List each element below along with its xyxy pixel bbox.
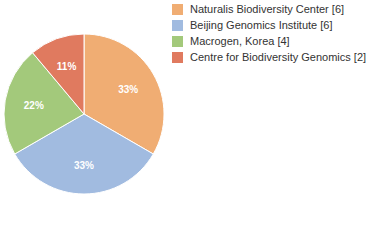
pie-area: 33% 33% 22% 11% (0, 0, 172, 240)
pie-slice (4, 53, 84, 154)
legend-label: Naturalis Biodiversity Center [6] (190, 3, 344, 15)
legend-label: Centre for Biodiversity Genomics [2] (190, 51, 366, 63)
legend-item: Centre for Biodiversity Genomics [2] (172, 51, 376, 64)
legend-label: Macrogen, Korea [4] (190, 35, 290, 47)
data-label: 11% (57, 61, 77, 72)
legend-swatch (172, 20, 183, 31)
legend-item: Macrogen, Korea [4] (172, 35, 376, 48)
data-label: 33% (74, 160, 94, 171)
legend-label: Beijing Genomics Institute [6] (190, 19, 332, 31)
chart: 33% 33% 22% 11% Naturalis Biodiversity Cent… (0, 0, 380, 240)
legend: Naturalis Biodiversity Center [6] Beijing… (172, 3, 376, 67)
legend-item: Naturalis Biodiversity Center [6] (172, 3, 376, 16)
legend-swatch (172, 36, 183, 47)
data-label: 33% (118, 84, 138, 95)
legend-swatch (172, 52, 183, 63)
legend-item: Beijing Genomics Institute [6] (172, 19, 376, 32)
data-label: 22% (24, 100, 44, 111)
legend-swatch (172, 4, 183, 15)
